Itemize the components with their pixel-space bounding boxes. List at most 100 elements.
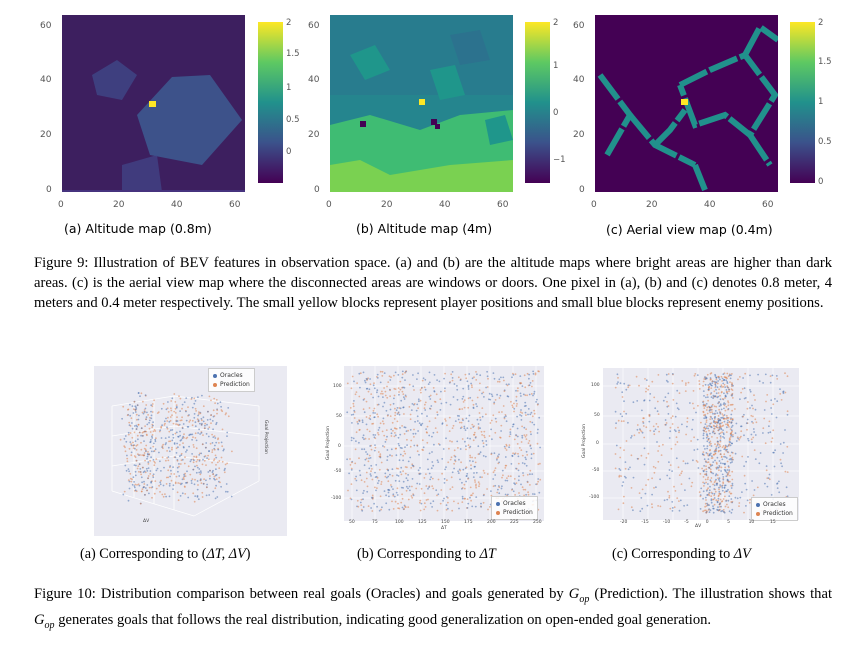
y-tick: 0 (46, 185, 52, 195)
prediction-point (502, 474, 504, 477)
prediction-point (647, 388, 649, 391)
oracle-point (677, 408, 680, 411)
oracle-point (175, 431, 178, 434)
oracle-point (364, 379, 366, 382)
prediction-point (176, 423, 179, 426)
prediction-point (707, 509, 710, 511)
oracle-point (412, 494, 415, 497)
prediction-point (444, 418, 446, 420)
oracle-point (159, 429, 162, 432)
prediction-point (731, 478, 734, 481)
prediction-point (185, 451, 187, 453)
prediction-point (184, 486, 186, 488)
oracle-point (705, 377, 708, 379)
oracle-point (654, 407, 657, 410)
oracle-point (122, 405, 125, 408)
oracle-point (419, 467, 421, 469)
oracle-point (754, 408, 757, 411)
prediction-point (709, 372, 712, 375)
oracle-point (743, 413, 745, 416)
prediction-point (651, 477, 653, 480)
prediction-point (423, 502, 426, 505)
prediction-point (503, 379, 505, 382)
oracle-point (422, 446, 425, 449)
oracle-point (365, 387, 368, 390)
oracle-point (779, 443, 782, 445)
prediction-point (475, 371, 477, 373)
oracle-point (454, 455, 457, 458)
oracle-point (744, 482, 747, 485)
prediction-point (363, 481, 366, 483)
oracle-point (704, 415, 707, 418)
oracle-point (361, 448, 363, 451)
prediction-point (463, 399, 466, 402)
prediction-point (397, 387, 400, 389)
prediction-point (370, 393, 373, 395)
prediction-point (177, 435, 179, 438)
oracle-point (734, 496, 737, 499)
oracle-point (191, 433, 194, 436)
prediction-point (716, 437, 719, 439)
colorbar (790, 22, 815, 183)
oracle-point (443, 377, 445, 380)
prediction-point (178, 463, 180, 465)
prediction-point (149, 459, 151, 462)
prediction-point (357, 505, 360, 508)
oracle-point (770, 494, 773, 496)
prediction-point (527, 442, 530, 444)
oracle-point (168, 484, 171, 487)
oracle-point (124, 446, 126, 449)
prediction-point (371, 510, 374, 512)
prediction-point (537, 463, 540, 466)
prediction-point (707, 476, 709, 479)
prediction-point (424, 403, 426, 406)
oracle-point (201, 463, 204, 466)
prediction-point (404, 452, 407, 455)
prediction-point (394, 414, 396, 417)
oracle-point (418, 422, 421, 424)
prediction-point (720, 456, 723, 458)
prediction-point (211, 420, 214, 422)
prediction-point (213, 458, 216, 460)
oracle-point (145, 418, 147, 421)
prediction-point (702, 476, 705, 478)
prediction-point (202, 416, 205, 419)
oracle-point (496, 458, 498, 461)
oracle-point (183, 436, 185, 439)
prediction-point (160, 407, 163, 410)
oracle-point (184, 475, 187, 477)
prediction-point (153, 464, 156, 467)
prediction-point (476, 396, 479, 399)
prediction-point (702, 451, 705, 453)
prediction-point (124, 464, 127, 467)
oracle-point (747, 456, 749, 458)
oracle-point (621, 415, 624, 418)
prediction-point (709, 464, 712, 466)
prediction-point (731, 392, 734, 395)
prediction-point (206, 483, 208, 486)
oracle-point (209, 442, 212, 445)
oracle-point (457, 418, 460, 421)
oracle-point (511, 454, 514, 457)
prediction-point (513, 402, 515, 405)
prediction-point (366, 485, 369, 488)
oracle-point (715, 388, 717, 391)
oracle-point (728, 458, 731, 461)
oracle-point (722, 379, 725, 382)
oracle-point (722, 373, 725, 375)
oracle-point (176, 459, 179, 462)
oracle-point (706, 440, 709, 443)
colorbar (525, 22, 550, 183)
prediction-point (463, 487, 466, 490)
prediction-point (523, 434, 526, 436)
prediction-point (721, 431, 723, 434)
oracle-point (148, 492, 150, 495)
oracle-point (224, 413, 227, 416)
prediction-point (702, 410, 705, 413)
oracle-point (150, 439, 152, 441)
oracle-point (627, 468, 630, 471)
oracle-point (747, 437, 749, 440)
prediction-point (505, 449, 508, 451)
oracle-point (702, 453, 705, 456)
prediction-point (529, 469, 532, 472)
